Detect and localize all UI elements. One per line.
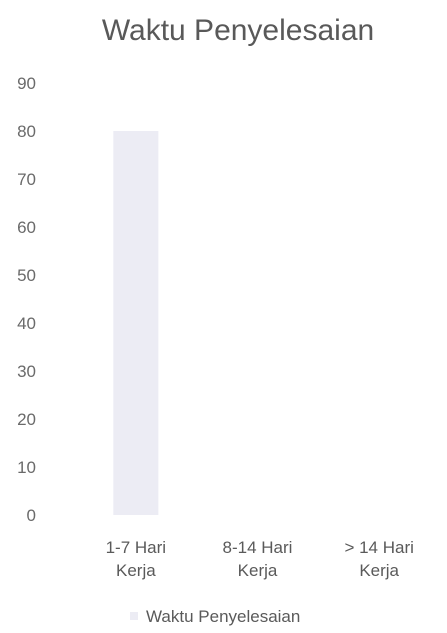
x-tick-label: 1-7 Hari	[106, 538, 166, 557]
y-tick-label: 80	[17, 122, 36, 141]
y-tick-label: 70	[17, 170, 36, 189]
x-tick-label: 8-14 Hari	[223, 538, 293, 557]
y-tick-label: 90	[17, 74, 36, 93]
y-tick-label: 60	[17, 218, 36, 237]
x-tick-label: > 14 Hari	[344, 538, 413, 557]
x-axis-category-labels: 1-7 Hari Kerja 8-14 Hari Kerja > 14 Hari Kerj…	[106, 538, 414, 580]
y-tick-label: 50	[17, 266, 36, 285]
y-tick-label: 20	[17, 410, 36, 429]
y-tick-label: 30	[17, 362, 36, 381]
legend-swatch	[130, 612, 138, 620]
x-tick-label: Kerja	[238, 561, 278, 580]
y-tick-label: 0	[27, 506, 36, 525]
y-axis-tick-labels: 0 10 20 30 40 50 60 70 80 90	[17, 74, 36, 525]
y-tick-label: 40	[17, 314, 36, 333]
bars	[113, 131, 159, 515]
bar	[113, 131, 159, 515]
legend-label: Waktu Penyelesaian	[146, 607, 300, 626]
x-tick-label: Kerja	[359, 561, 399, 580]
y-tick-label: 10	[17, 458, 36, 477]
x-tick-label: Kerja	[116, 561, 156, 580]
chart-title: Waktu Penyelesaian	[102, 14, 374, 47]
legend: Waktu Penyelesaian	[130, 607, 300, 626]
